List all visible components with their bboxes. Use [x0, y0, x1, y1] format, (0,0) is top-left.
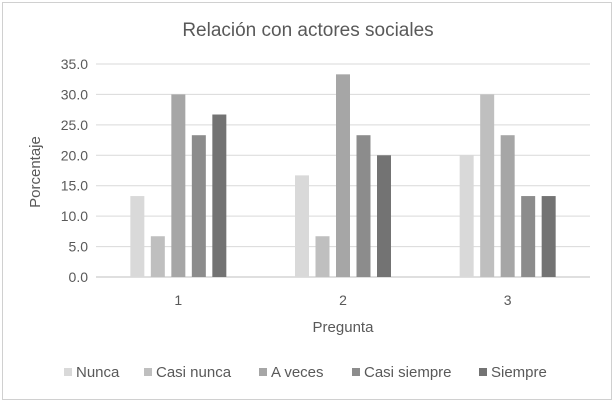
bar: [295, 175, 309, 277]
chart-title: Relación con actores sociales: [182, 20, 433, 41]
bar: [130, 196, 145, 277]
bar: [521, 196, 536, 277]
bar: [541, 196, 556, 277]
legend-swatch: [64, 368, 72, 376]
legend-swatch: [352, 368, 360, 376]
legend-label: Nunca: [76, 364, 120, 381]
bar: [336, 74, 350, 278]
bar: [191, 135, 206, 277]
bar: [356, 135, 371, 277]
y-tick-label: 30.0: [61, 86, 88, 102]
bar: [480, 94, 495, 277]
legend-label: Siempre: [491, 364, 547, 381]
x-tick-label: 1: [174, 292, 182, 308]
x-tick-label: 2: [339, 292, 347, 308]
legend-swatch: [259, 368, 267, 376]
y-tick-labels: 0.0 5.0 10.0 15.0 20.0 25.0 30.0 35.0: [61, 56, 88, 285]
x-axis-label: Pregunta: [313, 319, 375, 336]
bar: [212, 114, 227, 277]
bar: [500, 135, 515, 277]
y-tick-label: 20.0: [61, 147, 88, 163]
x-tick-label: 3: [504, 292, 512, 308]
y-tick-label: 25.0: [61, 117, 88, 133]
legend: Nunca Casi nunca A veces Casi siempre Siempr…: [64, 364, 547, 381]
y-tick-label: 5.0: [69, 239, 89, 255]
bars: [130, 74, 556, 278]
legend-label: Casi siempre: [364, 364, 452, 381]
y-axis-label: Porcentaje: [27, 136, 44, 208]
y-tick-label: 0.0: [69, 269, 89, 285]
legend-label: Casi nunca: [156, 364, 232, 381]
x-tick-labels: 1 2 3: [174, 292, 511, 308]
bar: [171, 94, 186, 277]
y-tick-label: 15.0: [61, 178, 88, 194]
bar: [150, 236, 165, 277]
bar: [377, 155, 391, 277]
legend-swatch: [144, 368, 152, 376]
bar: [459, 155, 474, 277]
bar: [315, 236, 330, 277]
legend-label: A veces: [271, 364, 324, 381]
legend-swatch: [479, 368, 487, 376]
y-tick-label: 10.0: [61, 208, 88, 224]
y-tick-label: 35.0: [61, 56, 88, 72]
